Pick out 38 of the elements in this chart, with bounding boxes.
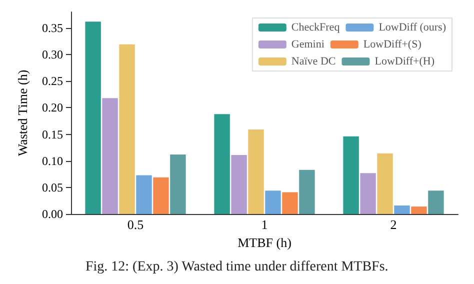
bar: [411, 206, 427, 214]
bar: [153, 177, 169, 214]
legend-label: Naïve DC: [291, 56, 336, 68]
bar: [136, 175, 152, 214]
bar: [428, 190, 444, 214]
y-tick-label: 0.20: [42, 100, 63, 115]
caption: Fig. 12: (Exp. 3) Wasted time under different MTBFs.: [85, 260, 388, 274]
y-tick-label: 0.10: [42, 154, 63, 168]
y-tick-label: 0.15: [42, 127, 63, 142]
bar: [231, 154, 247, 214]
bar: [170, 154, 186, 214]
bar: [299, 170, 315, 214]
bar: [85, 22, 101, 214]
legend-label: LowDiff+(S): [363, 38, 422, 50]
x-tick-label: 0.5: [127, 217, 144, 232]
legend-label: Gemini: [291, 38, 324, 50]
bar: [248, 129, 264, 214]
bar: [377, 153, 393, 214]
bar: [282, 192, 298, 214]
bar: [119, 44, 135, 214]
x-axis-title: MTBF (h): [238, 234, 292, 250]
bar: [394, 205, 410, 214]
bar: [102, 98, 118, 214]
bar: [265, 190, 281, 214]
legend-label: LowDiff+(H): [374, 56, 435, 68]
bar: [214, 114, 230, 214]
x-tick-label: 1: [261, 217, 268, 232]
y-axis-title: Wasted Time (h): [15, 70, 30, 156]
y-tick-label: 0.30: [42, 48, 63, 62]
x-tick-label: 2: [390, 217, 397, 232]
y-tick-label: 0.35: [42, 20, 63, 35]
y-tick-label: 0.00: [42, 207, 63, 221]
legend-label: LowDiff (ours): [378, 22, 446, 34]
bar: [343, 136, 359, 214]
bar: [360, 173, 376, 214]
legend-label: CheckFreq: [291, 22, 340, 34]
y-tick-label: 0.25: [42, 74, 63, 88]
y-tick-label: 0.05: [42, 180, 63, 194]
